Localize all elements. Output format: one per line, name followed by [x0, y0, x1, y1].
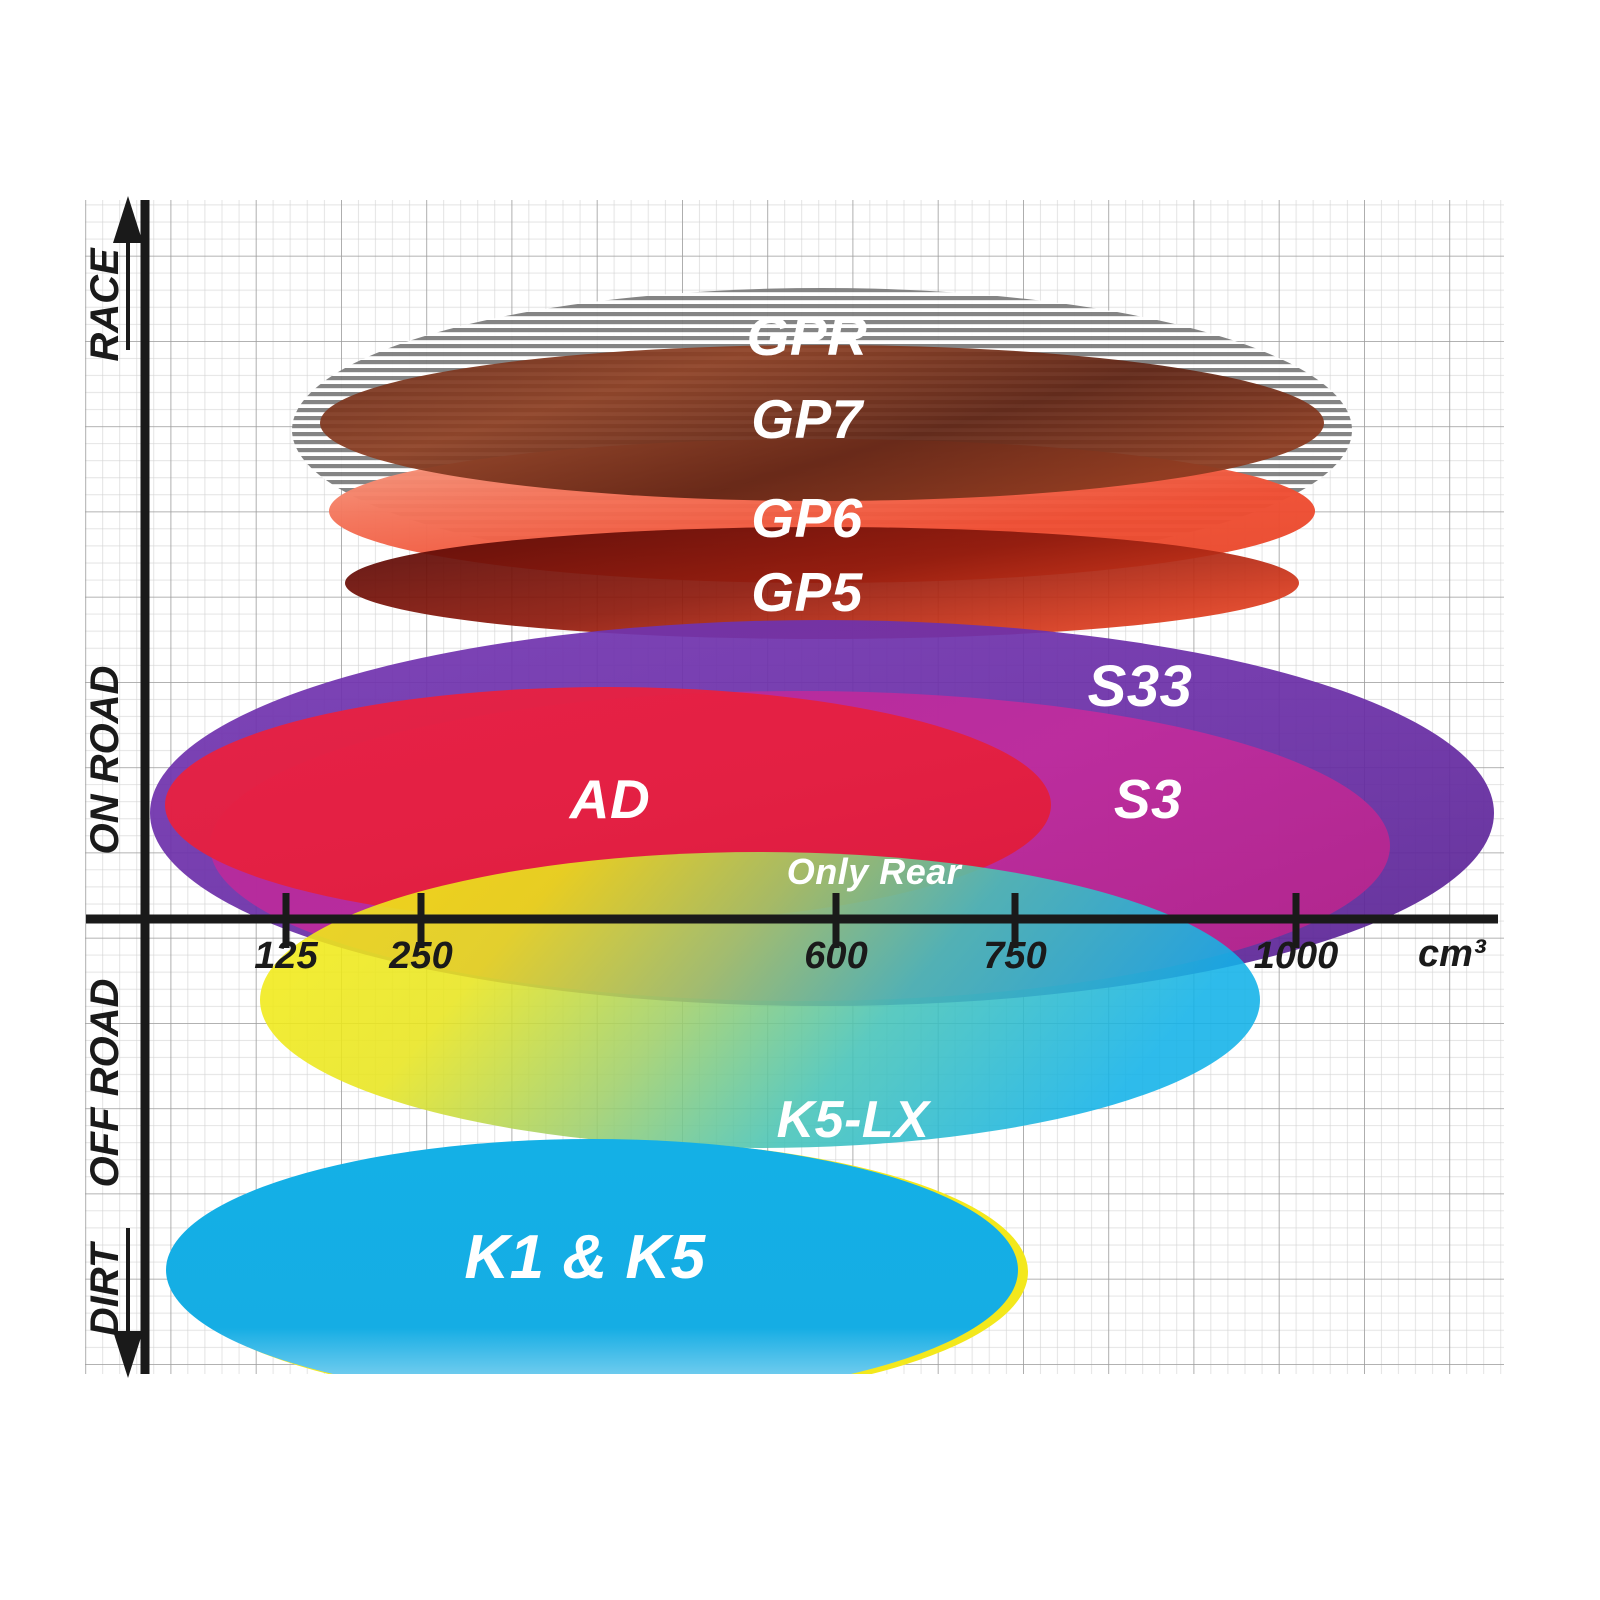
bubble-label-k1k5: K1 & K5 — [464, 1223, 706, 1292]
x-tick-label-600: 600 — [804, 935, 867, 977]
race-arrow-icon — [113, 196, 143, 350]
x-axis-unit-label: cm³ — [1418, 933, 1487, 975]
bubble-k1k5 — [166, 1139, 1028, 1374]
annotation-only-rear: Only Rear — [787, 851, 963, 892]
axis-label-dirt: DIRT — [83, 1240, 127, 1336]
bubble-label-gpr: GPR — [747, 305, 868, 367]
x-tick-label-125: 125 — [254, 935, 318, 977]
bubble-label-gp6: GP6 — [751, 487, 863, 549]
bubble-label-k5lx: K5-LX — [777, 1091, 933, 1149]
bubble-k5lx — [260, 852, 1260, 1148]
axis-label-on-road: ON ROAD — [83, 666, 127, 855]
x-tick-label-1000: 1000 — [1254, 935, 1339, 977]
bubble-label-gp7: GP7 — [751, 388, 864, 450]
dirt-arrow-icon — [113, 1228, 143, 1378]
axis-label-race: RACE — [83, 247, 127, 362]
bubble-label-s3: S3 — [1114, 768, 1182, 830]
axis-label-off-road: OFF ROAD — [83, 979, 127, 1188]
bubble-label-ad: AD — [568, 768, 650, 830]
x-axis-ticks — [282, 893, 1300, 948]
bubble-gp7 — [320, 345, 1324, 501]
x-tick-label-750: 750 — [983, 935, 1046, 977]
bubble-gp5 — [345, 527, 1299, 639]
x-tick-label-250: 250 — [388, 935, 452, 977]
bubble-label-s33: S33 — [1088, 654, 1193, 719]
bubble-label-gp5: GP5 — [751, 561, 863, 623]
chart-axes — [86, 196, 1498, 1378]
